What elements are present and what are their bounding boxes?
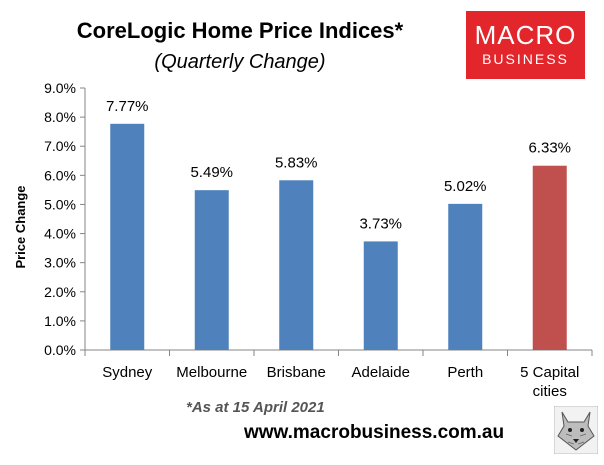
- y-tick-label: 9.0%: [44, 80, 76, 96]
- footnote: *As at 15 April 2021: [186, 399, 325, 416]
- y-tick-label: 3.0%: [44, 255, 76, 271]
- category-label-0: Sydney: [102, 364, 153, 381]
- y-tick-label: 5.0%: [44, 196, 76, 212]
- y-tick-label: 7.0%: [44, 138, 76, 154]
- data-label-4: 5.02%: [444, 178, 487, 195]
- y-tick-label: 2.0%: [44, 284, 76, 300]
- logo-line2: BUSINESS: [482, 51, 569, 67]
- logo-line1: MACRO: [474, 20, 577, 50]
- website-url: www.macrobusiness.com.au: [244, 422, 505, 443]
- y-tick-label: 4.0%: [44, 226, 76, 242]
- data-label-2: 5.83%: [275, 154, 318, 171]
- bar-3: [363, 241, 398, 350]
- category-label-5: 5 Capital: [520, 364, 579, 381]
- category-label-3: Adelaide: [352, 364, 410, 381]
- bar-5: [532, 165, 567, 350]
- bar-4: [448, 203, 483, 350]
- macrobusiness-logo: MACRO BUSINESS: [466, 11, 585, 79]
- bar-1: [194, 190, 229, 350]
- chart-subtitle: (Quarterly Change): [154, 51, 326, 73]
- wolf-icon: [554, 406, 598, 454]
- category-label-1: Melbourne: [176, 364, 247, 381]
- category-label-2: Brisbane: [267, 364, 326, 381]
- bar-0: [110, 123, 145, 350]
- chart-title: CoreLogic Home Price Indices*: [76, 18, 404, 43]
- bar-2: [279, 180, 314, 350]
- data-label-0: 7.77%: [106, 98, 149, 115]
- data-label-1: 5.49%: [190, 164, 233, 181]
- y-axis-title: Price Change: [13, 185, 28, 268]
- category-label-4: Perth: [447, 364, 483, 381]
- category-label-5: cities: [533, 383, 567, 400]
- y-tick-label: 6.0%: [44, 167, 76, 183]
- y-tick-label: 8.0%: [44, 109, 76, 125]
- data-label-5: 6.33%: [528, 140, 571, 157]
- data-label-3: 3.73%: [359, 215, 402, 232]
- y-tick-label: 1.0%: [44, 313, 76, 329]
- y-tick-label: 0.0%: [44, 342, 76, 358]
